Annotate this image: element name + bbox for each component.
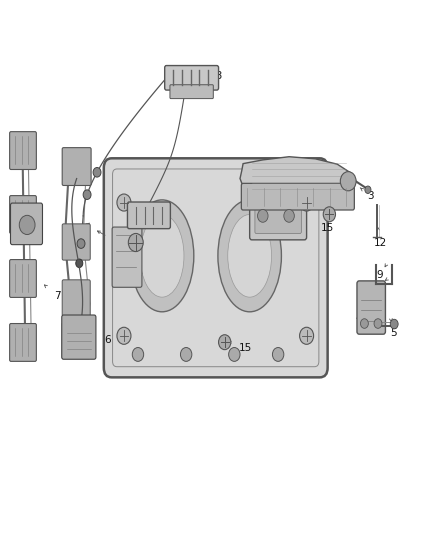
FancyBboxPatch shape [10, 196, 36, 233]
Circle shape [76, 259, 83, 268]
Circle shape [83, 190, 91, 199]
Circle shape [117, 327, 131, 344]
Text: 18: 18 [210, 71, 223, 81]
Text: 15: 15 [239, 343, 252, 352]
Text: 14: 14 [136, 268, 149, 278]
FancyBboxPatch shape [11, 203, 42, 245]
Circle shape [180, 348, 192, 361]
Circle shape [128, 233, 143, 252]
Text: 1: 1 [299, 172, 306, 182]
FancyBboxPatch shape [62, 224, 90, 260]
FancyBboxPatch shape [62, 280, 90, 316]
FancyBboxPatch shape [112, 227, 142, 287]
Ellipse shape [228, 214, 272, 297]
FancyBboxPatch shape [10, 132, 36, 169]
Text: 6: 6 [104, 335, 111, 344]
Ellipse shape [218, 200, 281, 312]
Circle shape [19, 215, 35, 235]
Circle shape [258, 209, 268, 222]
FancyBboxPatch shape [127, 202, 170, 229]
Circle shape [360, 319, 368, 328]
Circle shape [272, 348, 284, 361]
Circle shape [323, 207, 336, 222]
Text: 12: 12 [374, 238, 387, 247]
Ellipse shape [131, 200, 194, 312]
FancyBboxPatch shape [62, 322, 90, 359]
Text: 13: 13 [112, 238, 125, 247]
FancyBboxPatch shape [10, 260, 36, 297]
FancyBboxPatch shape [255, 193, 301, 233]
Polygon shape [240, 157, 356, 197]
Circle shape [300, 327, 314, 344]
Text: 16: 16 [160, 221, 173, 230]
FancyBboxPatch shape [10, 324, 36, 361]
Text: 9: 9 [377, 270, 384, 280]
Circle shape [374, 319, 382, 328]
Circle shape [340, 172, 356, 191]
Ellipse shape [140, 214, 184, 297]
FancyBboxPatch shape [357, 281, 385, 334]
FancyBboxPatch shape [104, 158, 328, 377]
Circle shape [219, 335, 231, 350]
FancyBboxPatch shape [62, 148, 91, 185]
Circle shape [390, 319, 398, 329]
Text: 5: 5 [390, 328, 397, 337]
Circle shape [117, 194, 131, 211]
Circle shape [77, 239, 85, 248]
FancyBboxPatch shape [241, 183, 354, 210]
FancyBboxPatch shape [62, 315, 96, 359]
Circle shape [365, 186, 371, 193]
Text: 3: 3 [367, 191, 374, 200]
FancyBboxPatch shape [165, 66, 219, 90]
FancyBboxPatch shape [250, 187, 307, 240]
Circle shape [300, 194, 314, 211]
Text: 11: 11 [70, 227, 83, 237]
Circle shape [229, 348, 240, 361]
Text: 10: 10 [369, 282, 382, 292]
Circle shape [284, 209, 294, 222]
Text: 7: 7 [53, 291, 60, 301]
Text: 15: 15 [321, 223, 334, 232]
FancyBboxPatch shape [170, 85, 213, 99]
Text: 2: 2 [257, 172, 264, 182]
Circle shape [132, 348, 144, 361]
Circle shape [93, 167, 101, 177]
Text: 4: 4 [356, 313, 363, 323]
